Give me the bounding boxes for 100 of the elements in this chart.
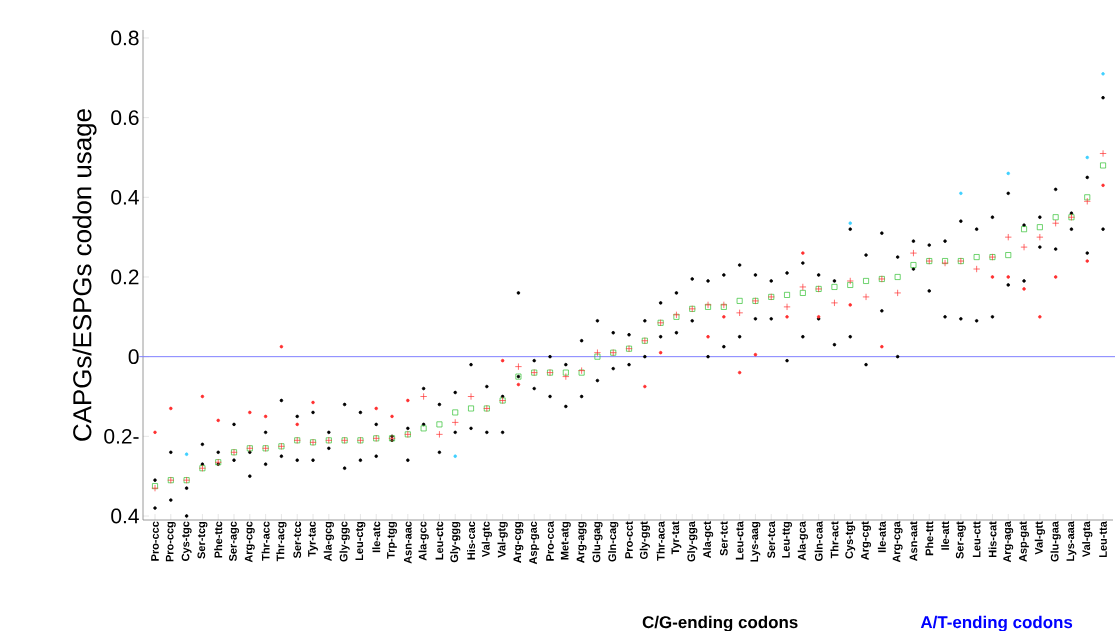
point [216, 418, 220, 423]
y-axis-title: CAPGs/ESPGs codon usage [72, 109, 97, 441]
point [184, 452, 189, 457]
x-tick-label: Ser-tcc [293, 521, 302, 559]
point [200, 394, 205, 399]
x-tick-label: Thr-act [830, 521, 839, 559]
x-tick-label: Ser-tcg [197, 521, 208, 559]
point [1022, 287, 1026, 291]
point [1085, 155, 1089, 160]
point [1085, 259, 1089, 263]
x-tick-label: Leu-tta [1099, 521, 1107, 557]
x-tick-label: Pro-ccg [165, 521, 176, 562]
x-tick-label: Leu-cta [735, 521, 744, 560]
x-tick-label: Lys-aag [750, 521, 761, 562]
x-tick-label: Val-gtg [497, 521, 508, 558]
text: A/T-ending codons [920, 615, 1073, 631]
x-tick-label: Gly-ggg [450, 521, 461, 563]
y-tick-label: 0.8 [111, 30, 139, 46]
point [801, 251, 805, 255]
point [990, 275, 995, 279]
x-tick-label: Lys-aaa [1066, 521, 1077, 561]
point [1038, 315, 1042, 319]
point [516, 382, 521, 387]
x-tick-label: Tyr-tat [671, 521, 682, 555]
x-tick-label: Leu-ctc [435, 521, 444, 560]
x-tick-label: Ala-gcg [323, 521, 334, 562]
x-tick-label: Leu-ttg [782, 521, 792, 558]
x-tick-label: Ile-att [941, 521, 950, 550]
point [880, 344, 884, 349]
point [406, 398, 410, 403]
point [311, 400, 315, 405]
point [753, 352, 758, 357]
x-tick-label: Val-gta [1082, 521, 1093, 558]
x-tick-label: Tyr-tac [308, 521, 318, 557]
point [722, 315, 726, 319]
x-tick-label: Gln-cag [608, 521, 619, 562]
x-tick-label: Leu-ctt [972, 521, 981, 557]
point [500, 358, 505, 363]
x-tick-label: His-cac [467, 521, 476, 560]
point [1006, 171, 1010, 176]
x-tick-label: Thr-aca [656, 521, 665, 561]
x-tick-label: Asp-gac [529, 521, 540, 565]
point [785, 315, 789, 319]
point [153, 430, 157, 435]
x-tick-label: Gly-ggc [339, 521, 350, 562]
point [248, 410, 252, 415]
x-tick-label: Arg-aga [1003, 521, 1014, 563]
x-tick-label: Gly-ggt [639, 521, 650, 560]
point [643, 384, 647, 389]
x-tick-label: Phe-ttc [214, 521, 223, 558]
x-tick-label: Thr-acc [261, 521, 270, 561]
point [706, 335, 710, 339]
x-tick-label: Ile-atc [372, 521, 381, 553]
y-tick-label: 0.4 [111, 508, 139, 524]
point [737, 370, 742, 375]
x-tick-label: Val-gtt [1034, 521, 1045, 555]
x-tick-label: Ala-gcc [418, 521, 429, 561]
x-tick-label: Ser-agt [955, 521, 966, 559]
point [1101, 183, 1105, 188]
y-tick-label: 0.6 [111, 110, 139, 126]
point [169, 406, 173, 411]
x-tick-label: Arg-cgc [244, 521, 255, 563]
x-tick-label: Leu-ctg [355, 521, 366, 561]
point [959, 191, 963, 196]
y-tick-label: 0.2- [104, 428, 139, 444]
x-tick-label: Gly-gga [687, 521, 698, 562]
point [1053, 275, 1058, 279]
point [1101, 72, 1105, 76]
y-tick-label: 0.2 [111, 269, 139, 285]
x-tick-label: Pro-ccc [151, 521, 159, 561]
x-tick-label: Pro-cct [625, 521, 633, 559]
x-tick-label: Arg-cgt [861, 521, 871, 560]
x-tick-label: Arg-cgg [513, 521, 524, 563]
x-tick-label: Cys-tgt [845, 521, 856, 559]
point [374, 406, 378, 411]
x-tick-label: Asp-gat [1019, 521, 1029, 562]
x-tick-label: Thr-acg [276, 521, 287, 562]
x-tick-label: Ala-gct [702, 521, 714, 559]
y-tick-label: 0 [128, 349, 139, 365]
x-tick-label: Ser-agc [229, 521, 240, 562]
point [453, 454, 457, 458]
x-tick-label: Asn-aac [404, 521, 412, 564]
x-axis-title: C/G-ending codons [642, 615, 798, 631]
point [848, 303, 852, 307]
x-tick-label: Glu-gag [592, 521, 603, 563]
x-tick-label: Val-gtc [481, 521, 492, 558]
y-tick-label: 0.4 [111, 189, 139, 205]
x-tick-label: Ser-tca [767, 521, 776, 559]
x-tick-label: His-cat [988, 521, 997, 557]
point [390, 414, 394, 419]
point [279, 344, 284, 349]
x-tick-label: Trp-tgg [387, 521, 397, 559]
x-tick-label: Arg-agg [576, 521, 587, 563]
x-tick-label: Pro-cca [546, 521, 554, 561]
point [295, 422, 299, 427]
point [658, 350, 663, 355]
x-tick-label: Phe-ttt [925, 521, 934, 556]
x-tick-label: Ile-ata [877, 521, 886, 553]
point [263, 414, 268, 419]
x-tick-label: Asn-aat [909, 521, 918, 562]
